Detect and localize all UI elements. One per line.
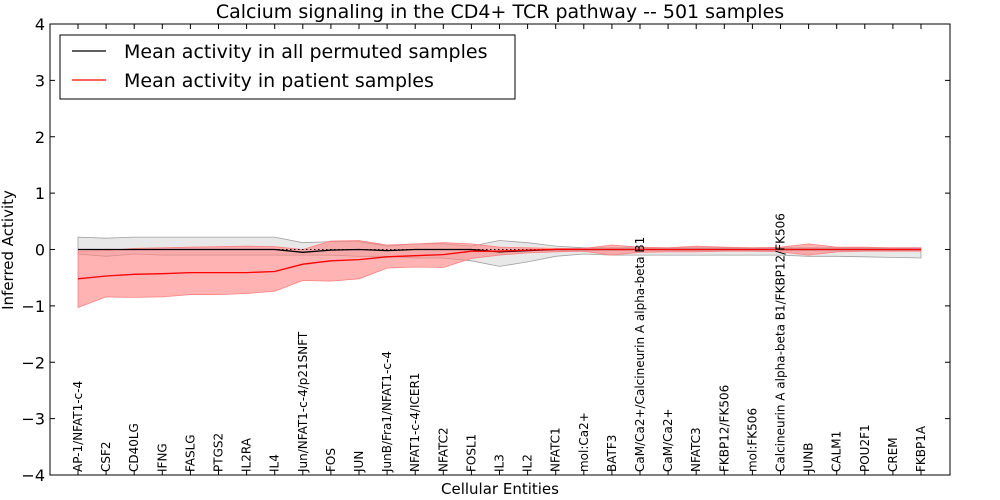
- x-category-label: CALM1: [830, 431, 844, 472]
- x-category-label: IL4: [268, 454, 282, 472]
- x-category-label: POU2F1: [858, 424, 872, 472]
- x-category-label: CaM/Ca2+/Calcineurin A alpha-beta B1: [633, 237, 647, 472]
- y-tick-label: 4: [35, 15, 45, 34]
- y-axis-title: Inferred Activity: [0, 190, 17, 310]
- y-tick-label: 2: [35, 128, 45, 147]
- plot-area: −4 −3 −2 −1 0 1 2 3 4 AP-1/NFAT1-c-4 CSF2 CD40LG IFN…: [21, 15, 951, 485]
- x-category-label: FKBP1A: [914, 425, 928, 472]
- x-category-label: JUN: [352, 451, 366, 473]
- x-category-label: NFATC1: [549, 427, 563, 472]
- x-category-label: BATF3: [605, 435, 619, 472]
- y-tick-label: −4: [21, 466, 45, 485]
- x-category-label: IL2: [521, 454, 535, 472]
- x-category-label: Calcineurin A alpha-beta B1/FKBP12/FK506: [774, 213, 788, 472]
- legend-box: [59, 34, 516, 100]
- y-tick-label: −1: [21, 297, 45, 316]
- y-tick-label: 1: [35, 184, 45, 203]
- x-category-label: IL2RA: [240, 437, 254, 472]
- x-category-label: IL3: [493, 454, 507, 472]
- x-category-label: CREM: [886, 437, 900, 472]
- x-category-label: CSF2: [99, 441, 113, 472]
- x-category-label: NFAT1-c-4/ICER1: [408, 373, 422, 472]
- x-category-label: FASLG: [183, 434, 197, 472]
- legend-label-patient: Mean activity in patient samples: [124, 70, 434, 92]
- y-tick-label: 0: [35, 241, 45, 260]
- x-axis-title: Cellular Entities: [441, 480, 559, 498]
- x-category-label: NFATC3: [689, 427, 703, 472]
- x-category-label: CD40LG: [127, 423, 141, 472]
- y-tick-label: −3: [21, 410, 45, 429]
- x-category-label: mol:FK506: [745, 408, 759, 472]
- y-tick-label: 3: [35, 71, 45, 90]
- x-category-label: JunB/Fra1/NFAT1-c-4: [380, 351, 394, 473]
- chart-title: Calcium signaling in the CD4+ TCR pathwa…: [216, 1, 784, 23]
- patient-variance-band: [77, 240, 922, 309]
- x-category-label: IFNG: [155, 443, 169, 472]
- x-category-label: PTGS2: [212, 433, 226, 472]
- x-category-label: AP-1/NFAT1-c-4: [71, 381, 85, 472]
- legend-label-permuted: Mean activity in all permuted samples: [124, 41, 487, 63]
- y-tick-label: −2: [21, 353, 45, 372]
- patient-mean-line: [77, 248, 921, 280]
- x-category-label: CaM/Ca2+: [661, 408, 675, 472]
- x-category-label: JUNB: [802, 442, 816, 473]
- x-category-label: NFATC2: [436, 427, 450, 472]
- x-category-label: Jun/NFAT1-c-4/p21SNFT: [296, 331, 310, 473]
- x-category-label: mol:Ca2+: [577, 412, 591, 472]
- x-category-label: FKBP12/FK506: [717, 385, 731, 472]
- x-category-label: FOS: [324, 448, 338, 472]
- legend: Mean activity in all permuted samples Mea…: [59, 34, 516, 100]
- x-category-label: FOSL1: [464, 434, 478, 472]
